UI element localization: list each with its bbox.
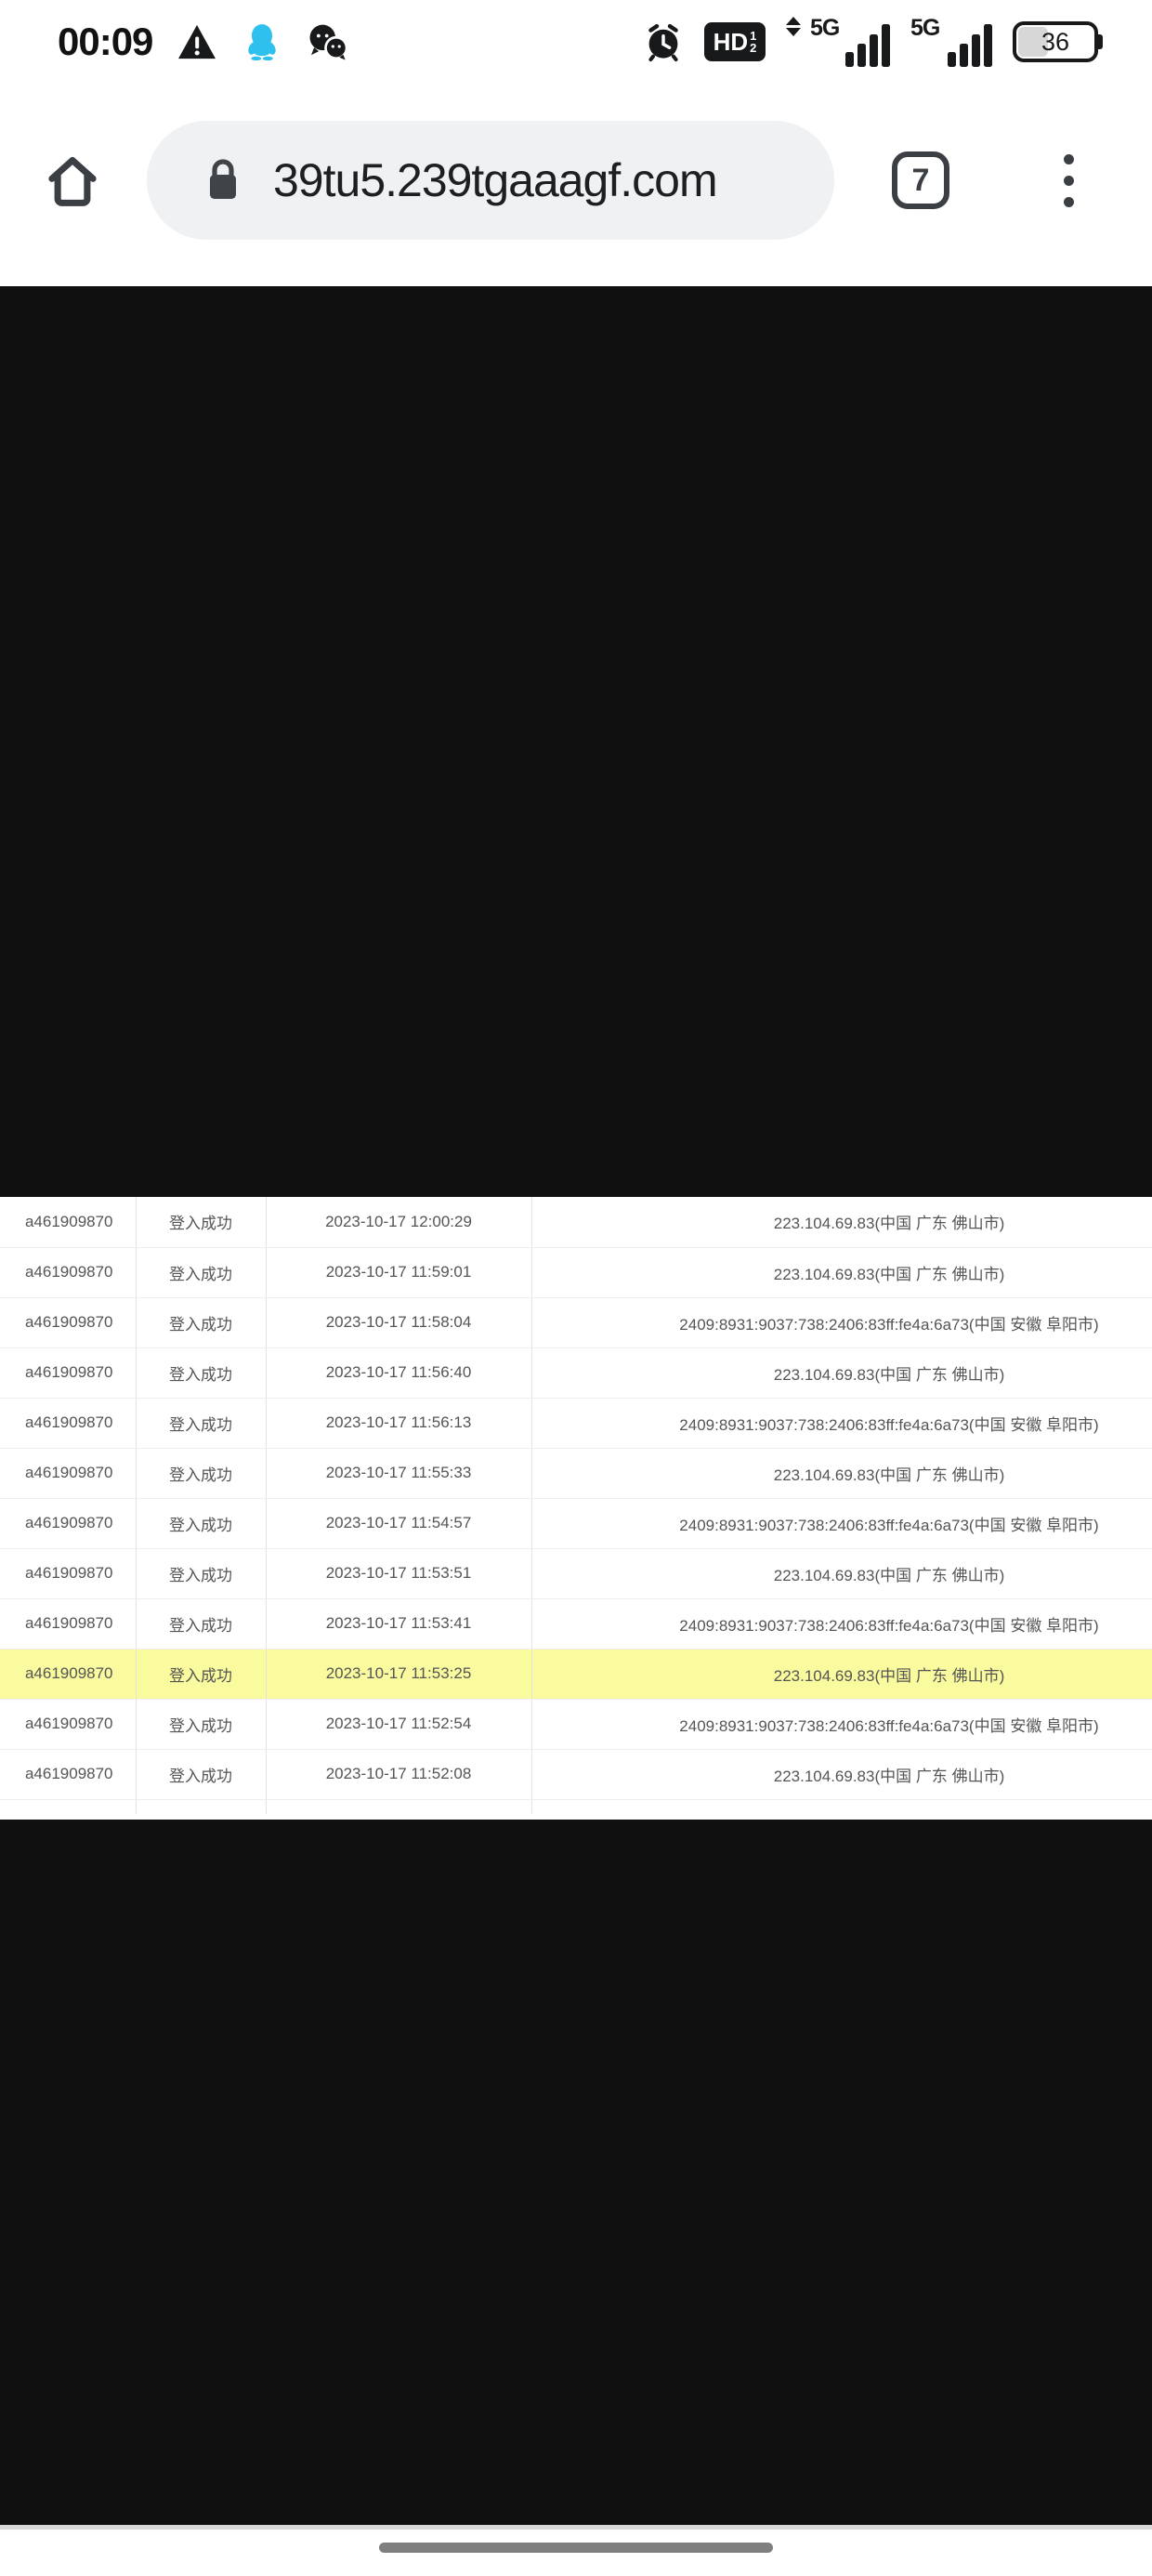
time-cell: 2023-10-17 11:56:40	[266, 1347, 532, 1399]
account-cell: a461909870	[0, 1548, 137, 1599]
account-cell: a461909870	[0, 1649, 137, 1700]
time-cell: 2023-10-17 11:54:57	[266, 1498, 532, 1549]
status-cell: 登入成功	[136, 1548, 267, 1599]
status-cell: 登入成功	[136, 1749, 267, 1800]
status-cell: 登入成功	[136, 1598, 267, 1649]
wechat-icon	[307, 22, 349, 61]
table-row[interactable]: a461909870 登入成功 2023-10-17 12:00:29 223.…	[0, 1197, 1152, 1248]
warning-icon	[177, 23, 217, 60]
time-cell: 2023-10-17 11:56:13	[266, 1398, 532, 1449]
browser-menu-button[interactable]	[1064, 153, 1074, 207]
status-cell: 登入成功	[136, 1297, 267, 1348]
tab-count: 7	[911, 162, 930, 198]
table-row[interactable]: a461909870 登入成功 2023-10-17 11:55:33 223.…	[0, 1448, 1152, 1499]
account-cell: a461909870	[0, 1749, 137, 1800]
ip-cell: 2409:8931:9037:738:2406:83ff:fe4a:6a73(中…	[531, 1297, 1152, 1348]
account-cell: a461909870	[0, 1448, 137, 1499]
battery-percent: 36	[1041, 27, 1070, 56]
ip-cell: 223.104.69.83(中国 广东 佛山市)	[531, 1548, 1152, 1599]
alarm-clock-icon	[643, 21, 684, 62]
table-row-highlighted[interactable]: a461909870 登入成功 2023-10-17 11:53:25 223.…	[0, 1649, 1152, 1700]
status-cell: 登入成功	[136, 1347, 267, 1399]
table-row-partial	[0, 1799, 1152, 1814]
bottom-bar	[0, 2530, 1152, 2576]
home-button[interactable]	[41, 148, 104, 213]
ip-cell: 223.104.69.83(中国 广东 佛山市)	[531, 1347, 1152, 1399]
page-background-top	[0, 286, 1152, 1197]
account-cell: a461909870	[0, 1247, 137, 1298]
ip-cell: 223.104.69.83(中国 广东 佛山市)	[531, 1448, 1152, 1499]
table-row[interactable]: a461909870 登入成功 2023-10-17 11:52:08 223.…	[0, 1749, 1152, 1800]
account-cell: a461909870	[0, 1598, 137, 1649]
status-cell: 登入成功	[136, 1197, 267, 1248]
status-cell: 登入成功	[136, 1498, 267, 1549]
time-cell: 2023-10-17 11:59:01	[266, 1247, 532, 1298]
login-log-table: a461909870 登入成功 2023-10-17 12:00:29 223.…	[0, 1197, 1152, 1814]
tab-switcher-button[interactable]: 7	[892, 151, 949, 209]
account-cell: a461909870	[0, 1347, 137, 1399]
ip-cell: 2409:8931:9037:738:2406:83ff:fe4a:6a73(中…	[531, 1598, 1152, 1649]
lock-icon	[204, 157, 242, 204]
url-text: 39tu5.239tgaaagf.com	[273, 154, 718, 206]
url-bar[interactable]: 39tu5.239tgaaagf.com	[147, 121, 834, 240]
login-log-table-section: a461909870 登入成功 2023-10-17 12:00:29 223.…	[0, 1197, 1152, 1820]
browser-toolbar: 39tu5.239tgaaagf.com 7	[0, 84, 1152, 286]
table-row[interactable]: a461909870 登入成功 2023-10-17 11:52:54 2409…	[0, 1699, 1152, 1750]
time-cell: 2023-10-17 11:53:51	[266, 1548, 532, 1599]
ip-cell: 223.104.69.83(中国 广东 佛山市)	[531, 1749, 1152, 1800]
account-cell: a461909870	[0, 1398, 137, 1449]
time-cell: 2023-10-17 11:52:08	[266, 1749, 532, 1800]
battery-fill	[1018, 27, 1048, 57]
table-row[interactable]: a461909870 登入成功 2023-10-17 11:53:41 2409…	[0, 1598, 1152, 1649]
status-cell: 登入成功	[136, 1699, 267, 1750]
status-cell: 登入成功	[136, 1448, 267, 1499]
login-table-body: a461909870 登入成功 2023-10-17 12:00:29 223.…	[0, 1197, 1152, 1814]
signal-5g-sim1-icon: 5G	[786, 15, 890, 69]
ip-cell: 223.104.69.83(中国 广东 佛山市)	[531, 1247, 1152, 1298]
time-cell: 2023-10-17 11:58:04	[266, 1297, 532, 1348]
status-cell: 登入成功	[136, 1649, 267, 1700]
bottom-divider	[0, 2525, 1152, 2530]
time-cell: 2023-10-17 12:00:29	[266, 1197, 532, 1248]
account-cell: a461909870	[0, 1699, 137, 1750]
ip-cell: 223.104.69.83(中国 广东 佛山市)	[531, 1649, 1152, 1700]
account-cell: a461909870	[0, 1498, 137, 1549]
home-indicator-handle[interactable]	[379, 2543, 773, 2553]
clock-time: 00:09	[58, 20, 153, 63]
time-cell: 2023-10-17 11:55:33	[266, 1448, 532, 1499]
battery-icon: 36	[1013, 21, 1103, 62]
table-row[interactable]: a461909870 登入成功 2023-10-17 11:59:01 223.…	[0, 1247, 1152, 1298]
page-background-bottom	[0, 1820, 1152, 2525]
table-row[interactable]: a461909870 登入成功 2023-10-17 11:56:13 2409…	[0, 1398, 1152, 1449]
status-cell: 登入成功	[136, 1247, 267, 1298]
table-row[interactable]: a461909870 登入成功 2023-10-17 11:54:57 2409…	[0, 1498, 1152, 1549]
time-cell: 2023-10-17 11:53:41	[266, 1598, 532, 1649]
ip-cell: 223.104.69.83(中国 广东 佛山市)	[531, 1197, 1152, 1248]
account-cell: a461909870	[0, 1197, 137, 1248]
ip-cell: 2409:8931:9037:738:2406:83ff:fe4a:6a73(中…	[531, 1699, 1152, 1750]
table-row[interactable]: a461909870 登入成功 2023-10-17 11:53:51 223.…	[0, 1548, 1152, 1599]
hd-voice-badge: HD 1 2	[704, 22, 766, 61]
ip-cell: 2409:8931:9037:738:2406:83ff:fe4a:6a73(中…	[531, 1398, 1152, 1449]
time-cell: 2023-10-17 11:53:25	[266, 1649, 532, 1700]
ip-cell: 2409:8931:9037:738:2406:83ff:fe4a:6a73(中…	[531, 1498, 1152, 1549]
signal-5g-sim2-icon: 5G	[910, 15, 992, 69]
table-row[interactable]: a461909870 登入成功 2023-10-17 11:58:04 2409…	[0, 1297, 1152, 1348]
table-row[interactable]: a461909870 登入成功 2023-10-17 11:56:40 223.…	[0, 1347, 1152, 1399]
status-bar: 00:09 HD 1 2 5G	[0, 0, 1152, 84]
account-cell: a461909870	[0, 1297, 137, 1348]
qq-icon	[242, 20, 282, 63]
time-cell: 2023-10-17 11:52:54	[266, 1699, 532, 1750]
status-cell: 登入成功	[136, 1398, 267, 1449]
